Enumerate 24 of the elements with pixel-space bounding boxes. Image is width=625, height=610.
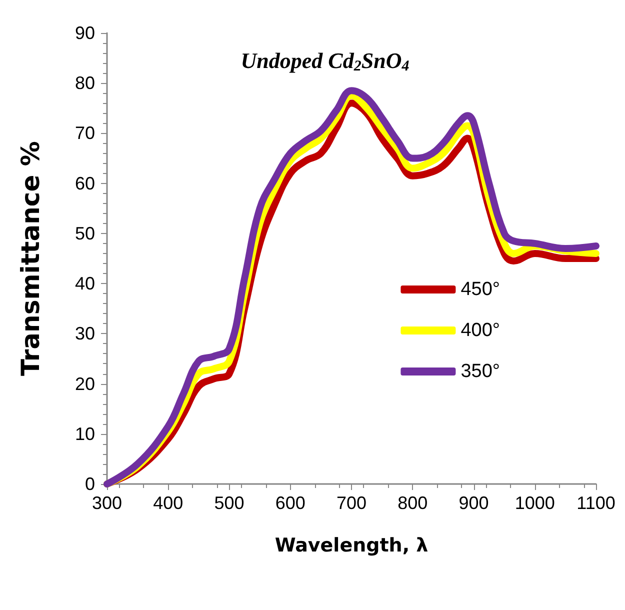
y-tick-label: 90 — [74, 23, 95, 43]
y-tick-label: 10 — [74, 424, 95, 444]
y-tick-label: 40 — [74, 274, 95, 294]
y-tick-label: 20 — [74, 374, 95, 394]
x-tick-label: 700 — [336, 493, 367, 513]
x-axis-title: Wavelength, λ — [274, 534, 428, 556]
x-tick-label: 400 — [153, 493, 184, 513]
x-tick-label: 1100 — [576, 493, 616, 513]
y-tick-label: 30 — [74, 324, 95, 344]
y-tick-label: 70 — [74, 123, 95, 144]
legend-label: 350° — [460, 361, 500, 382]
x-tick-label: 600 — [275, 493, 306, 513]
x-tick-label: 300 — [92, 493, 122, 513]
x-tick-label: 900 — [458, 493, 489, 513]
x-tick-label: 800 — [398, 493, 428, 513]
y-tick-label: 0 — [84, 474, 95, 494]
y-tick-label: 60 — [74, 173, 95, 194]
y-axis-title: Transmittance % — [16, 141, 45, 376]
y-tick-label: 80 — [74, 73, 95, 94]
legend-label: 450° — [460, 279, 500, 300]
legend-label: 400° — [460, 320, 500, 341]
x-tick-label: 1000 — [514, 493, 555, 513]
x-tick-label: 500 — [214, 493, 244, 513]
y-tick-label: 50 — [74, 223, 95, 244]
